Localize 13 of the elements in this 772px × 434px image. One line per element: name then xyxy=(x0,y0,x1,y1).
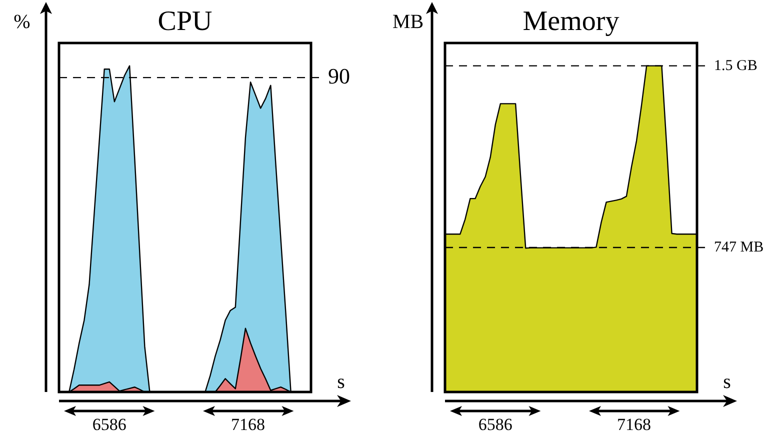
x-axis-title: s xyxy=(723,371,732,393)
y-axis-title: MB xyxy=(392,11,424,33)
text: 6586 xyxy=(92,415,126,434)
text: 6586 xyxy=(478,415,512,434)
y-axis-title: % xyxy=(14,11,30,33)
chart-title: Memory xyxy=(522,6,620,37)
chart-title: CPU xyxy=(158,6,212,37)
text: 90 xyxy=(328,63,350,88)
text: 7168 xyxy=(231,415,265,434)
x-axis-title: s xyxy=(337,371,346,393)
text: 7168 xyxy=(617,415,651,434)
ref-line-label: 1.5 GB xyxy=(714,58,758,74)
ref-line-label: 747 MB xyxy=(714,239,764,256)
